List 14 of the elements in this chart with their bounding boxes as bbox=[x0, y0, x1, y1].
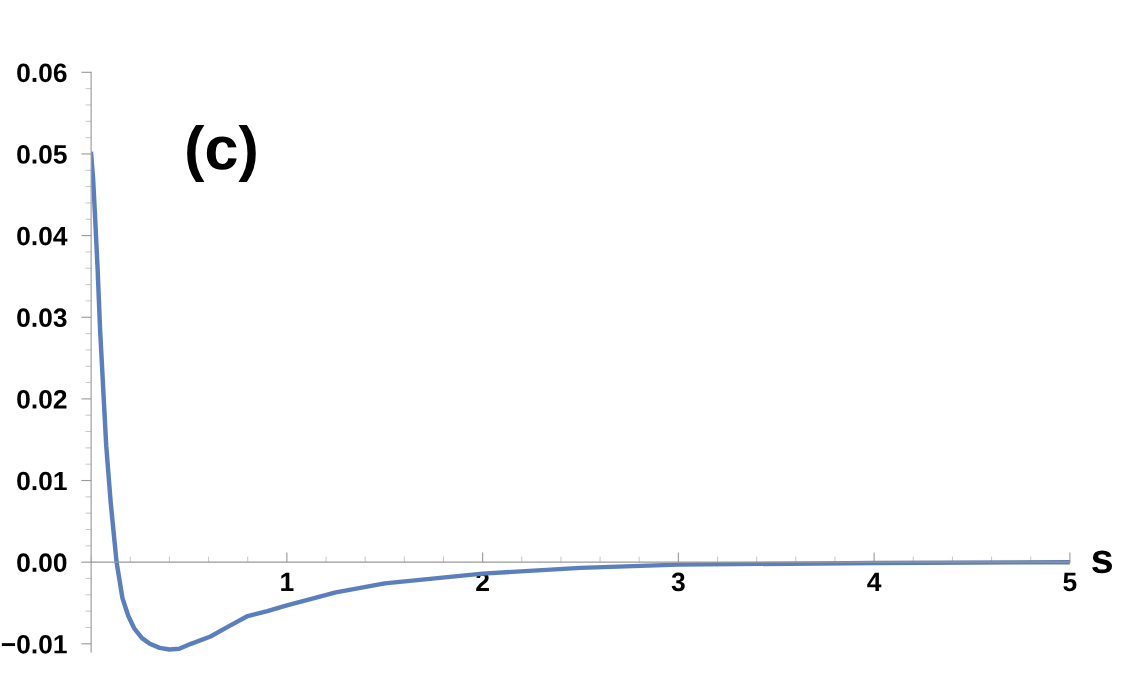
y-tick-label: 0.03 bbox=[17, 308, 67, 328]
y-tick-label: 0.02 bbox=[17, 390, 67, 409]
y-tick-label: 0.04 bbox=[17, 226, 68, 246]
annotation: (c) bbox=[187, 124, 256, 182]
y-tick-label: 0.06 bbox=[17, 63, 67, 83]
y-tick-label: 0.01 bbox=[17, 471, 67, 491]
x-tick-label: 1 bbox=[281, 572, 294, 592]
y-tick-label: −0.01 bbox=[1, 634, 67, 654]
x-tick-label: 5 bbox=[1063, 572, 1077, 592]
y-tick-label: 0.00 bbox=[17, 553, 67, 572]
x-tick-label: 3 bbox=[671, 572, 685, 592]
y-tick-label: 0.05 bbox=[17, 145, 67, 164]
x-axis-title: s bbox=[1092, 550, 1113, 574]
x-tick-label: 4 bbox=[867, 572, 882, 592]
